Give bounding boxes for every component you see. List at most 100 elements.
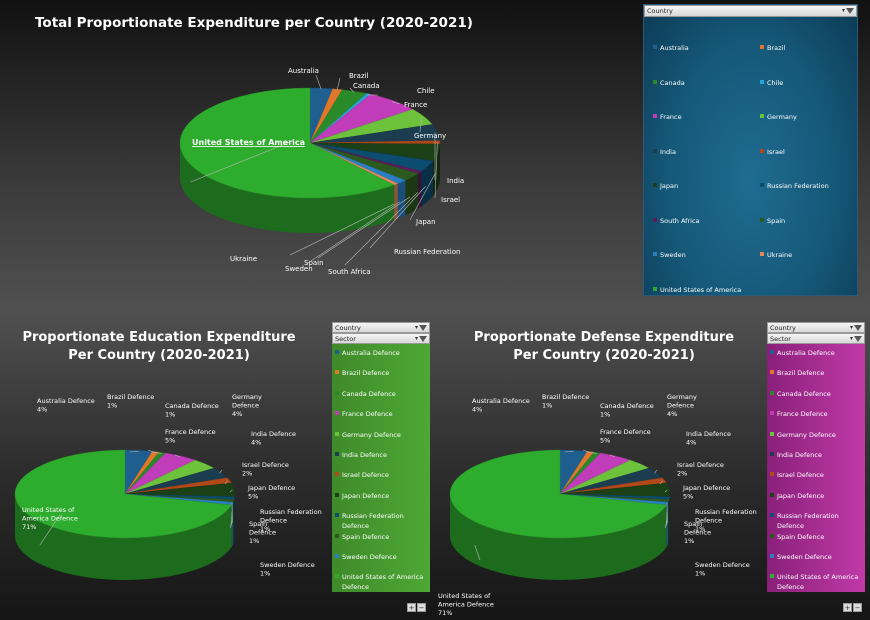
slicer-item-label: Spain Defence [777,532,825,541]
education-sector-item-sweden-defence[interactable]: Sweden Defence [335,552,425,562]
zoom-out-button[interactable]: − [853,603,862,612]
slicer-item-label: Germany Defence [777,430,836,439]
slicer-item-label: Brazil Defence [777,369,825,378]
chevron-down-icon: ▾ [414,323,418,331]
spain-defence-swatch [770,533,774,538]
filter-funnel-icon [419,324,427,331]
education-sector-item-united-states-of-america-defence[interactable]: United States of America Defence [335,572,425,592]
country-item-spain[interactable]: Spain [760,216,785,226]
zoom-in-button[interactable]: + [407,603,416,612]
clear-filter-button[interactable]: ▾ [842,8,854,14]
defense-sector-item-australia-defence[interactable]: Australia Defence [770,348,860,358]
slicer-item-label: United States of America [660,285,742,294]
country-item-south-africa[interactable]: South Africa [653,216,700,226]
slicer-item-label: Germany [767,113,797,121]
defense-sector-header[interactable]: Sector ▾ [767,333,865,344]
education-sector-item-japan-defence[interactable]: Japan Defence [335,491,425,501]
education-country-header[interactable]: Country ▾ [332,322,430,333]
defense-chart-title-line1: Proportionate Defense Expenditure [473,330,735,345]
slicer-item-label: India Defence [777,451,823,459]
education-sector-item-brazil-defence[interactable]: Brazil Defence [335,368,425,378]
defense-sector-item-russian-federation-defence[interactable]: Russian Federation Defence [770,511,860,531]
defense-sector-item-united-states-of-america-defence[interactable]: United States of America Defence [770,572,860,592]
canada-defence-swatch [770,390,774,395]
slicer-item-label: Israel Defence [342,471,389,480]
defense-sector-item-israel-defence[interactable]: Israel Defence [770,470,860,480]
defense-country-header[interactable]: Country ▾ [767,322,865,333]
education-sector-item-spain-defence[interactable]: Spain Defence [335,532,425,542]
country-item-germany[interactable]: Germany [760,112,797,122]
education-expenditure-panel: Proportionate Education Expenditure Per … [0,320,330,620]
defense-sector-filter-button[interactable]: ▾ [850,335,862,342]
country-item-united-states-of-america[interactable]: United States of America [653,285,741,295]
education-zoom-buttons: + − [407,603,426,612]
country-item-ukraine[interactable]: Ukraine [760,250,792,260]
education-sector-filter-button[interactable]: ▾ [415,335,427,342]
pie-side-ukraine [394,183,398,220]
education-sector-items: Australia Defence Brazil Defence Canada De… [332,344,430,592]
data-label-france: France [404,101,427,109]
education-sector-item-israel-defence[interactable]: Israel Defence [335,470,425,480]
defense-country-filter-button[interactable]: ▾ [850,324,862,331]
defense-sector-item-germany-defence[interactable]: Germany Defence [770,430,860,440]
defense-sector-item-canada-defence[interactable]: Canada Defence [770,389,860,399]
defense-sector-item-japan-defence[interactable]: Japan Defence [770,491,860,501]
south-africa-swatch [653,217,657,222]
education-sector-item-australia-defence[interactable]: Australia Defence [335,348,425,358]
country-item-australia[interactable]: Australia [653,43,689,53]
country-item-russian-federation[interactable]: Russian Federation [760,181,829,191]
education-sector-item-canada-defence[interactable]: Canada Defence [335,389,425,399]
education-sector-title: Sector [335,334,356,343]
country-item-canada[interactable]: Canada [653,78,685,88]
education-chart-title-line1: Proportionate Education Expenditure [22,330,296,345]
zoom-in-button[interactable]: + [843,603,852,612]
leader-line-russian-federation [369,186,426,249]
united-states-of-america-swatch [653,286,657,291]
brazil-defence-swatch [335,370,339,375]
defense-chart-title-line2: Per Country (2020-2021) [513,348,695,363]
country-item-israel[interactable]: Israel [760,147,785,157]
country-item-chile[interactable]: Chile [760,78,783,88]
slicer-item-label: Canada Defence [777,389,831,398]
brazil-defence-swatch [770,370,774,375]
leader-line-south-africa [344,192,418,266]
zoom-out-button[interactable]: − [417,603,426,612]
israel-swatch [760,148,764,153]
country-item-france[interactable]: France [653,112,682,122]
education-country-title: Country [335,323,361,332]
country-slicer-header[interactable]: Country ▾ [644,5,857,17]
education-sector-item-germany-defence[interactable]: Germany Defence [335,430,425,440]
country-item-brazil[interactable]: Brazil [760,43,785,53]
data-label-ukraine: Ukraine [230,255,257,263]
slicer-item-label: Israel Defence [777,471,824,480]
slicer-item-label: India Defence [342,451,388,459]
country-item-japan[interactable]: Japan [653,181,678,191]
data-label-australia: Australia [288,67,319,75]
defense-sector-item-france-defence[interactable]: France Defence [770,409,860,419]
defense-sector-item-spain-defence[interactable]: Spain Defence [770,532,860,542]
chevron-down-icon: ▾ [841,7,845,14]
pie-side-south-africa [417,171,422,209]
education-sector-item-india-defence[interactable]: India Defence [335,450,425,460]
country-item-sweden[interactable]: Sweden [653,250,686,260]
germany-swatch [760,114,764,118]
france-defence-swatch [770,411,774,416]
education-country-filter-button[interactable]: ▾ [414,323,427,331]
education-sector-item-russian-federation-defence[interactable]: Russian Federation Defence [335,511,425,531]
country-item-india[interactable]: India [653,147,676,157]
canada-swatch [653,79,657,84]
filter-funnel-icon [854,335,862,342]
defense-sector-item-india-defence[interactable]: India Defence [770,450,860,460]
filter-funnel-icon [846,8,854,14]
leader-line-brazil [336,77,341,91]
slicer-item-label: Brazil Defence [342,369,390,378]
defense-sector-item-brazil-defence[interactable]: Brazil Defence [770,368,860,378]
slicer-item-label: Sweden Defence [777,553,832,561]
education-sector-header[interactable]: Sector ▾ [332,333,430,344]
defense-sector-item-sweden-defence[interactable]: Sweden Defence [770,552,860,562]
leader-line-united-states-of-america [190,141,291,183]
data-label-chile: Chile [417,87,435,95]
israel-defence-swatch [770,472,774,477]
education-sector-item-france-defence[interactable]: France Defence [335,409,425,419]
slicer-item-label: Brazil [767,44,786,52]
